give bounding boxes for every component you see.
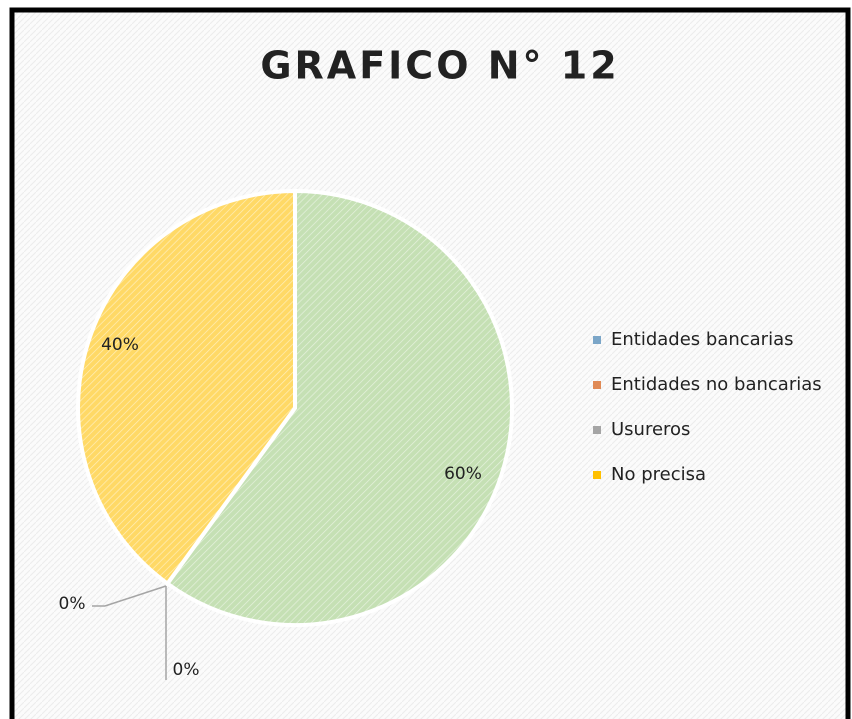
- legend-swatch: [593, 381, 601, 389]
- slice-hatch: [76, 188, 297, 587]
- legend-swatch: [593, 336, 601, 344]
- slice-hatch: [164, 188, 514, 627]
- legend-label: Usureros: [611, 419, 690, 440]
- leader-line: [104, 585, 167, 607]
- legend-swatch: [593, 426, 601, 434]
- chart-title: GRAFICO N° 12: [260, 44, 619, 88]
- data-label: 0%: [59, 594, 86, 614]
- legend-swatch: [593, 471, 601, 479]
- data-label: 60%: [444, 464, 482, 484]
- legend-label: No precisa: [611, 464, 706, 485]
- data-label: 0%: [173, 660, 200, 680]
- data-label: 40%: [101, 335, 139, 355]
- legend-label: Entidades no bancarias: [611, 374, 822, 395]
- legend-label: Entidades bancarias: [611, 329, 794, 350]
